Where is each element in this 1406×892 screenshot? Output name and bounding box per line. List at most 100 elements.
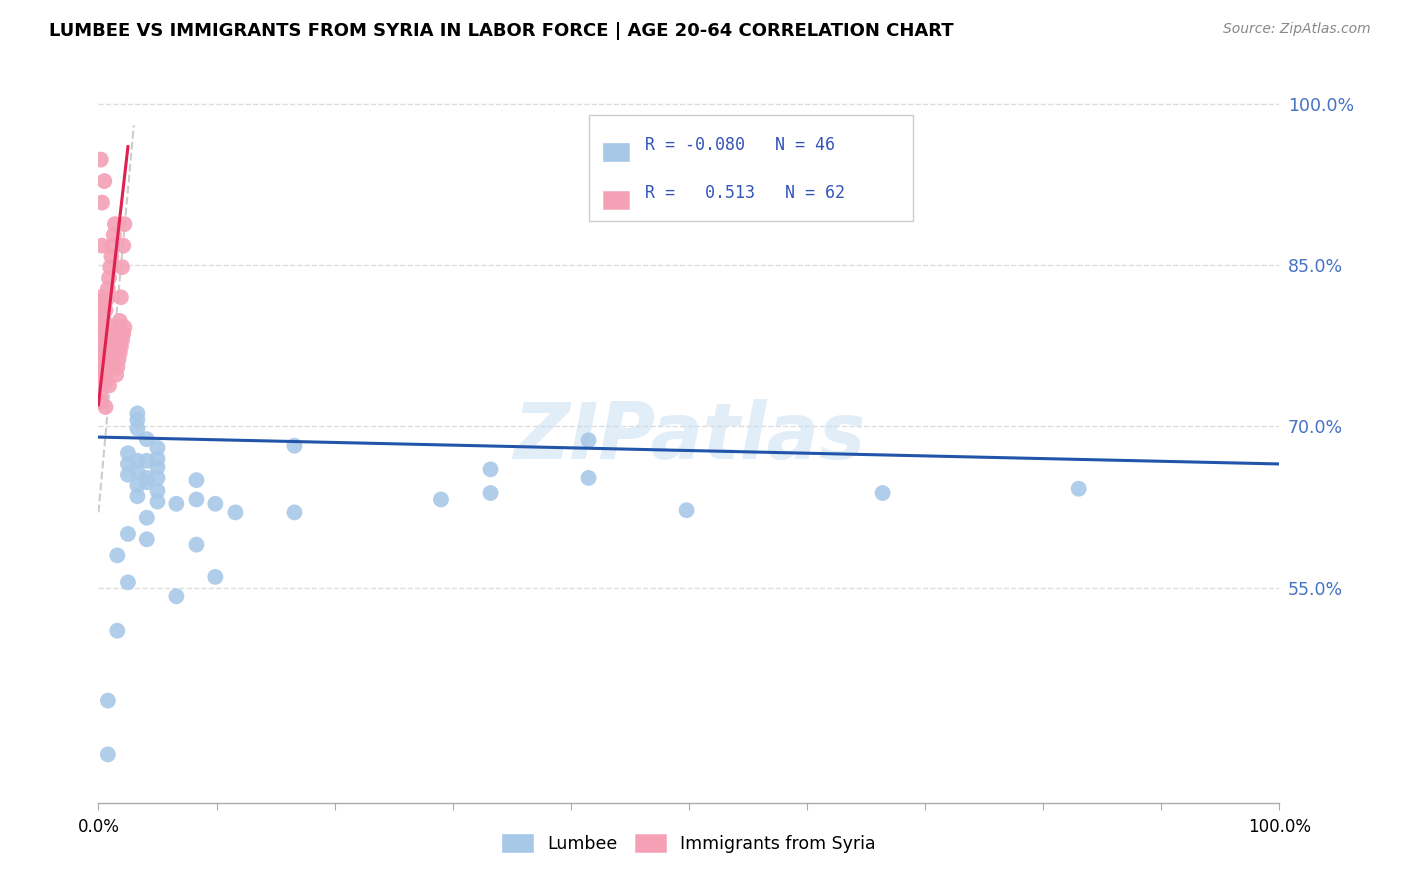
Point bbox=[90, 363, 112, 377]
Point bbox=[108, 314, 131, 328]
Point bbox=[107, 319, 129, 334]
Point bbox=[146, 471, 169, 485]
Point bbox=[98, 362, 121, 376]
Point bbox=[103, 227, 125, 242]
Point bbox=[94, 374, 117, 388]
Point bbox=[127, 413, 149, 427]
Point bbox=[100, 346, 122, 360]
Point bbox=[91, 357, 114, 371]
Point bbox=[127, 421, 149, 435]
Point bbox=[127, 454, 149, 468]
Point bbox=[146, 441, 169, 455]
Point bbox=[104, 217, 127, 231]
Point bbox=[93, 174, 115, 188]
Point bbox=[105, 624, 128, 638]
Point bbox=[578, 434, 600, 448]
Point bbox=[90, 153, 112, 167]
Point bbox=[578, 471, 600, 485]
Point bbox=[90, 331, 112, 345]
Text: R =   0.513   N = 62: R = 0.513 N = 62 bbox=[645, 184, 845, 202]
Point bbox=[101, 238, 124, 252]
Point bbox=[165, 497, 187, 511]
Point bbox=[91, 195, 114, 210]
Bar bbox=[589, 115, 914, 221]
Point bbox=[91, 238, 114, 252]
Point bbox=[135, 471, 157, 485]
Point bbox=[135, 454, 157, 468]
Point bbox=[111, 333, 134, 347]
Point bbox=[96, 340, 118, 354]
Point bbox=[90, 324, 112, 338]
Point bbox=[97, 693, 120, 707]
Point bbox=[117, 527, 139, 541]
Point bbox=[127, 478, 149, 492]
Point bbox=[146, 483, 169, 498]
Point bbox=[98, 346, 121, 360]
Point bbox=[127, 489, 149, 503]
Point bbox=[675, 503, 697, 517]
Point bbox=[98, 260, 121, 274]
Point bbox=[96, 325, 118, 339]
Point bbox=[108, 346, 131, 360]
Bar bbox=[603, 191, 628, 209]
Point bbox=[105, 325, 128, 339]
Point bbox=[90, 299, 112, 313]
Point bbox=[98, 378, 121, 392]
Point bbox=[186, 538, 208, 552]
Point bbox=[101, 346, 124, 360]
Point bbox=[90, 394, 112, 409]
Point bbox=[90, 294, 112, 309]
Point bbox=[117, 575, 139, 590]
Point bbox=[430, 492, 453, 507]
Point bbox=[97, 282, 120, 296]
Point bbox=[90, 338, 112, 352]
Point bbox=[105, 368, 128, 382]
Legend: Lumbee, Immigrants from Syria: Lumbee, Immigrants from Syria bbox=[495, 827, 883, 860]
Point bbox=[224, 505, 246, 519]
Point bbox=[135, 432, 157, 446]
Point bbox=[98, 348, 121, 362]
Point bbox=[127, 406, 149, 420]
Point bbox=[110, 290, 132, 304]
Point bbox=[90, 387, 112, 401]
Point bbox=[90, 316, 112, 330]
Text: LUMBEE VS IMMIGRANTS FROM SYRIA IN LABOR FORCE | AGE 20-64 CORRELATION CHART: LUMBEE VS IMMIGRANTS FROM SYRIA IN LABOR… bbox=[49, 22, 953, 40]
Point bbox=[90, 309, 112, 323]
Point bbox=[98, 357, 121, 371]
Point bbox=[112, 326, 135, 341]
Point bbox=[107, 352, 129, 367]
Point bbox=[117, 457, 139, 471]
Point bbox=[146, 494, 169, 508]
Point bbox=[98, 335, 121, 350]
Point bbox=[135, 510, 157, 524]
Point bbox=[105, 330, 128, 344]
Point bbox=[110, 340, 132, 354]
Point bbox=[204, 497, 226, 511]
Point bbox=[204, 570, 226, 584]
Point bbox=[146, 451, 169, 466]
Text: R = -0.080   N = 46: R = -0.080 N = 46 bbox=[645, 136, 835, 154]
Point bbox=[165, 589, 187, 603]
Text: Source: ZipAtlas.com: Source: ZipAtlas.com bbox=[1223, 22, 1371, 37]
Point bbox=[90, 355, 112, 369]
Point bbox=[135, 533, 157, 547]
Point bbox=[94, 303, 117, 318]
Point bbox=[96, 293, 118, 307]
Point bbox=[117, 467, 139, 482]
Point bbox=[105, 549, 128, 563]
Point bbox=[186, 473, 208, 487]
Point bbox=[146, 460, 169, 475]
Point bbox=[1067, 482, 1090, 496]
Point bbox=[283, 505, 305, 519]
Point bbox=[111, 260, 134, 274]
Point bbox=[90, 374, 112, 388]
Point bbox=[90, 303, 112, 318]
Point bbox=[112, 217, 135, 231]
Point bbox=[91, 344, 114, 359]
Text: ZIPatlas: ZIPatlas bbox=[513, 399, 865, 475]
Point bbox=[186, 492, 208, 507]
Point bbox=[100, 249, 122, 263]
Point bbox=[479, 486, 502, 500]
Point bbox=[104, 335, 127, 350]
Point bbox=[127, 465, 149, 479]
